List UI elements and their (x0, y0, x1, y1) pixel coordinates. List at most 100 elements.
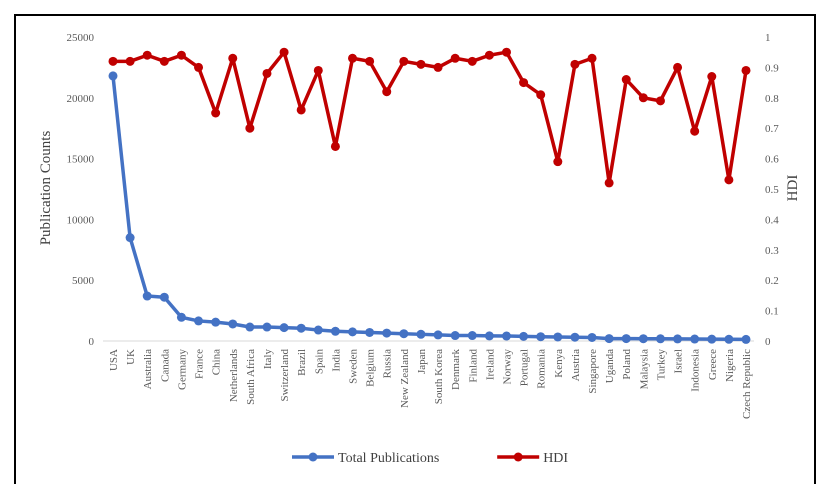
x-tick-label: France (194, 349, 206, 379)
hdi-data-point (741, 65, 751, 75)
hdi-data-point (604, 178, 614, 188)
right-y-tick-label: 1 (765, 32, 771, 44)
legend: Total Publications HDI (292, 451, 568, 466)
total-publications-data-point (211, 317, 221, 327)
right-y-tick-label: 0.1 (765, 306, 779, 318)
hdi-data-point (365, 56, 375, 66)
right-y-tick-label: 0.3 (765, 245, 779, 257)
x-tick-label: Indonesia (690, 349, 702, 392)
hdi-data-point (553, 157, 563, 167)
total-publications-data-point (433, 330, 443, 340)
left-y-axis-ticks: 0 5000 10000 15000 20000 25000 (67, 32, 95, 348)
hdi-data-point (484, 50, 494, 60)
total-publications-data-point (399, 329, 409, 339)
total-publications-data-point (313, 325, 323, 335)
left-y-tick-label: 15000 (67, 154, 95, 166)
total-publications-data-point (707, 334, 717, 344)
hdi-data-point (382, 87, 392, 97)
x-tick-label: Spain (313, 349, 325, 375)
hdi-data-point (707, 72, 717, 82)
x-tick-label: South Korea (433, 349, 445, 404)
total-publications-data-point (450, 331, 460, 341)
left-y-tick-label: 10000 (67, 214, 95, 226)
left-y-tick-label: 20000 (67, 93, 95, 105)
right-y-tick-label: 0.6 (765, 154, 779, 166)
right-y-tick-label: 0.9 (765, 62, 779, 74)
right-y-tick-label: 0.7 (765, 123, 779, 135)
x-tick-label: New Zealand (399, 349, 411, 408)
hdi-data-point (673, 62, 683, 72)
legend-item-hdi: HDI (497, 451, 568, 466)
x-tick-label: Uganda (604, 349, 616, 383)
total-publications-data-point (690, 334, 700, 344)
x-tick-label: Turkey (655, 349, 667, 381)
hdi-data-point (211, 108, 221, 118)
left-y-axis-title: Publication Counts (38, 131, 54, 246)
total-publications-data-point (501, 331, 511, 341)
hdi-series-line (113, 50, 748, 185)
legend-marker-icon (513, 452, 523, 462)
hdi-data-point (519, 78, 529, 88)
x-tick-label: Finland (467, 349, 479, 383)
hdi-data-point (176, 50, 186, 60)
x-tick-label: Russia (382, 349, 394, 378)
x-tick-label: India (330, 349, 342, 372)
left-y-tick-label: 0 (89, 336, 95, 348)
hdi-data-point (690, 126, 700, 136)
x-tick-label: Germany (176, 349, 188, 390)
total-publications-data-point (279, 323, 289, 333)
legend-label: Total Publications (338, 451, 439, 466)
x-tick-label: Israel (673, 349, 685, 373)
hdi-data-point (142, 50, 152, 60)
x-tick-label: China (211, 349, 223, 375)
x-tick-label: Malaysia (638, 349, 650, 389)
x-tick-label: South Africa (245, 349, 257, 405)
hdi-data-point (587, 53, 597, 63)
hdi-data-point (279, 47, 289, 57)
total-publications-data-point (142, 291, 152, 301)
x-tick-label: Norway (501, 349, 513, 385)
total-publications-data-point (638, 334, 648, 344)
total-publications-data-point (382, 328, 392, 338)
total-publications-data-point (741, 334, 751, 344)
hdi-data-point (313, 65, 323, 75)
total-publications-data-point (296, 323, 306, 333)
total-publications-data-point (365, 327, 375, 337)
hdi-data-point (228, 53, 238, 63)
total-publications-data-point (228, 319, 238, 329)
total-publications-data-point (467, 331, 477, 341)
hdi-data-point (450, 53, 460, 63)
hdi-data-point (416, 59, 426, 69)
total-publications-data-point (604, 334, 614, 344)
x-tick-label: UK (125, 349, 137, 365)
hdi-data-point (159, 56, 169, 66)
hdi-data-point (125, 56, 135, 66)
hdi-data-point (724, 175, 734, 185)
right-y-tick-label: 0.8 (765, 93, 779, 105)
x-tick-label: Canada (159, 349, 171, 382)
total-publications-data-point (125, 233, 135, 243)
right-y-tick-label: 0.5 (765, 184, 779, 196)
total-publications-series-line (111, 75, 747, 342)
hdi-data-point (245, 123, 255, 133)
total-publications-data-point (194, 316, 204, 326)
left-y-tick-label: 5000 (72, 275, 95, 287)
x-axis-tick-labels: USA UK Australia Canada Germany France China Ne… (108, 349, 753, 419)
right-y-axis-title: HDI (785, 175, 801, 202)
hdi-data-point (655, 96, 665, 106)
hdi-data-point (570, 59, 580, 69)
chart-frame (14, 14, 816, 484)
total-publications-data-point (416, 329, 426, 339)
left-y-tick-label: 25000 (67, 32, 95, 44)
x-tick-label: Japan (416, 349, 428, 375)
x-tick-label: Nigeria (724, 349, 736, 382)
hdi-data-point (433, 62, 443, 72)
legend-marker-icon (308, 452, 318, 462)
hdi-data-point (536, 90, 546, 100)
total-publications-data-point (587, 332, 597, 342)
total-publications-data-point (484, 331, 494, 341)
total-publications-data-point (330, 326, 340, 336)
total-publications-data-point (159, 292, 169, 302)
x-tick-label: USA (108, 349, 120, 371)
